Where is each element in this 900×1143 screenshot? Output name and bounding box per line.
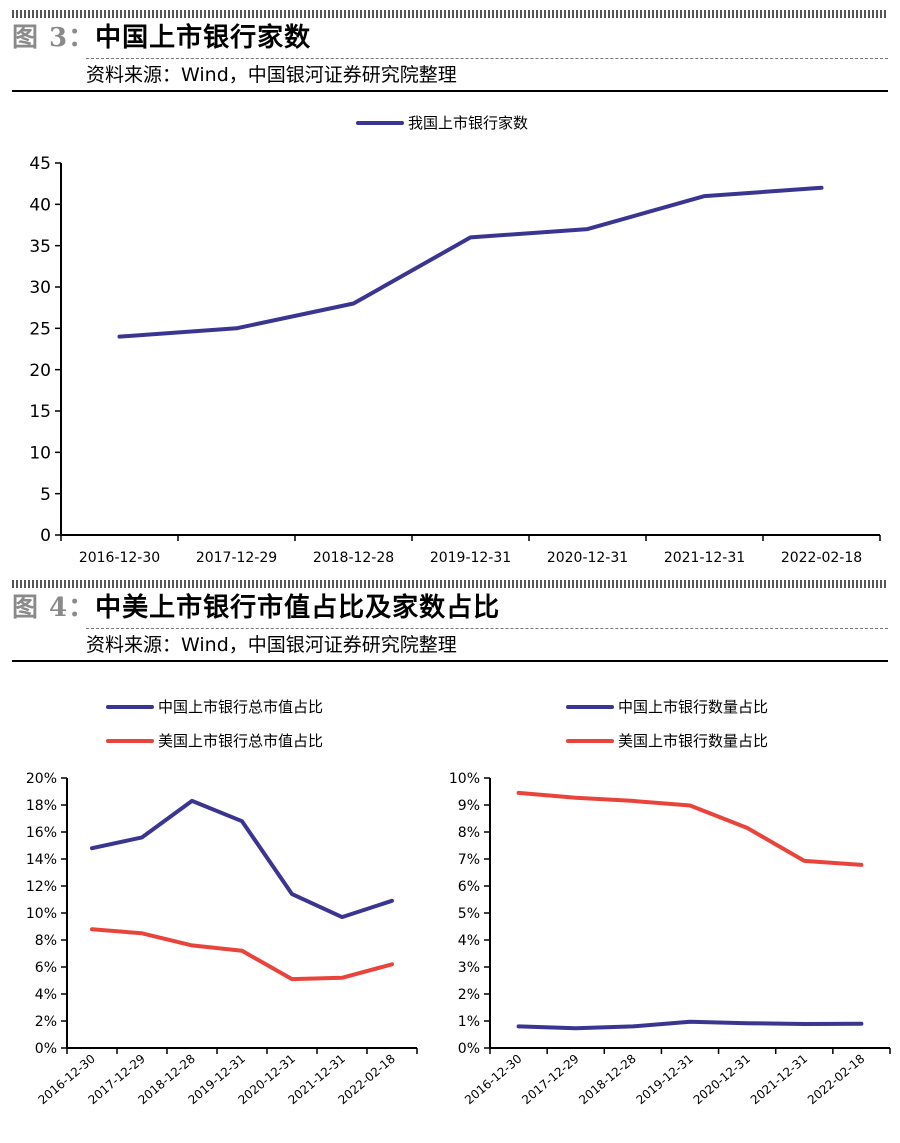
- y-tick-label: 20: [29, 361, 51, 381]
- figure3-chart: 0 5 10 15 20 25 30 35 40 45 2016-12-30 2017-12-29 20…: [29, 114, 881, 566]
- figure4-label: 图 4：: [12, 593, 96, 623]
- y-tick-label: 2%: [458, 987, 480, 1003]
- series-line: [516, 1019, 864, 1031]
- figure4-heading: 图 4：中美上市银行市值占比及家数占比: [12, 592, 500, 624]
- figure3-source: 资料来源：Wind，中国银河证券研究院整理: [86, 64, 457, 86]
- y-tick-label: 9%: [458, 798, 480, 814]
- figure3-title: 中国上市银行家数: [95, 23, 312, 53]
- x-tick-label: 2021-12-31: [664, 550, 745, 566]
- y-tick-label: 5: [40, 485, 51, 505]
- x-tick-label: 2018-12-28: [576, 1052, 638, 1108]
- x-tick-label: 2020-12-31: [691, 1052, 753, 1108]
- legend-label: 我国上市银行家数: [408, 114, 528, 132]
- figure3-dotted-divider: [86, 58, 888, 59]
- figure4-left-chart: 0%2%4%6%8%10%12%14%16%18%20%2016-12-3020…: [26, 698, 418, 1107]
- y-tick-label: 1%: [458, 1014, 480, 1030]
- y-tick-label: 10%: [26, 906, 57, 922]
- x-tick-label: 2017-12-29: [519, 1052, 581, 1108]
- y-tick-label: 10: [29, 443, 51, 463]
- y-tick-label: 14%: [26, 852, 57, 868]
- y-tick-label: 6%: [458, 879, 480, 895]
- y-tick-label: 5%: [458, 906, 480, 922]
- top-hatch-divider: [12, 10, 888, 18]
- figure4-title: 中美上市银行市值占比及家数占比: [95, 593, 501, 623]
- y-tick-label: 35: [29, 237, 51, 257]
- series-line: [516, 790, 864, 867]
- y-tick-label: 4%: [35, 987, 57, 1003]
- legend-label: 美国上市银行数量占比: [618, 732, 768, 750]
- x-tick-label: 2022-02-18: [781, 550, 862, 566]
- y-tick-label: 3%: [458, 960, 480, 976]
- series-line: [117, 185, 824, 339]
- y-tick-label: 7%: [458, 852, 480, 868]
- y-tick-label: 45: [29, 154, 51, 174]
- middle-hatch-divider: [12, 580, 888, 588]
- x-tick-label: 2019-12-31: [430, 550, 511, 566]
- figure4-right-chart: 0% 1% 2% 3% 4% 5% 6% 7% 8% 9% 10% 2016-12-302017-12…: [449, 698, 891, 1108]
- y-tick-label: 0%: [35, 1041, 57, 1057]
- x-tick-label: 2022-02-18: [805, 1052, 867, 1108]
- y-tick-label: 25: [29, 319, 51, 339]
- x-tick-label: 2017-12-29: [196, 550, 277, 566]
- y-tick-label: 0: [40, 526, 51, 546]
- figure3-heading: 图 3：中国上市银行家数: [12, 22, 311, 54]
- y-tick-label: 16%: [26, 825, 57, 841]
- legend-label: 中国上市银行数量占比: [618, 698, 768, 716]
- y-tick-label: 2%: [35, 1014, 57, 1030]
- figure4-rule: [12, 660, 888, 662]
- y-tick-label: 40: [29, 195, 51, 215]
- y-tick-label: 0%: [458, 1041, 480, 1057]
- legend-label: 中国上市银行总市值占比: [158, 698, 323, 716]
- y-tick-label: 18%: [26, 798, 57, 814]
- figure4-source: 资料来源：Wind，中国银河证券研究院整理: [86, 634, 457, 656]
- x-tick-label: 2016-12-30: [462, 1052, 524, 1108]
- x-tick-label: 2018-12-28: [313, 550, 394, 566]
- x-tick-label: 2021-12-31: [748, 1052, 810, 1108]
- series-line: [90, 927, 394, 982]
- y-tick-label: 8%: [35, 933, 57, 949]
- y-tick-label: 12%: [26, 879, 57, 895]
- y-tick-label: 20%: [26, 771, 57, 787]
- y-tick-label: 10%: [449, 771, 480, 787]
- y-tick-label: 4%: [458, 933, 480, 949]
- legend-label: 美国上市银行总市值占比: [158, 732, 323, 750]
- y-tick-label: 8%: [458, 825, 480, 841]
- figure4-dotted-divider: [86, 628, 888, 629]
- series-line: [90, 798, 394, 920]
- x-tick-label: 2019-12-31: [633, 1052, 695, 1108]
- y-tick-label: 30: [29, 278, 51, 298]
- x-tick-label: 2020-12-31: [547, 550, 628, 566]
- figure3-rule: [12, 90, 888, 92]
- figure3-label: 图 3：: [12, 23, 96, 53]
- x-tick-label: 2016-12-30: [79, 550, 160, 566]
- y-tick-label: 15: [29, 402, 51, 422]
- y-tick-label: 6%: [35, 960, 57, 976]
